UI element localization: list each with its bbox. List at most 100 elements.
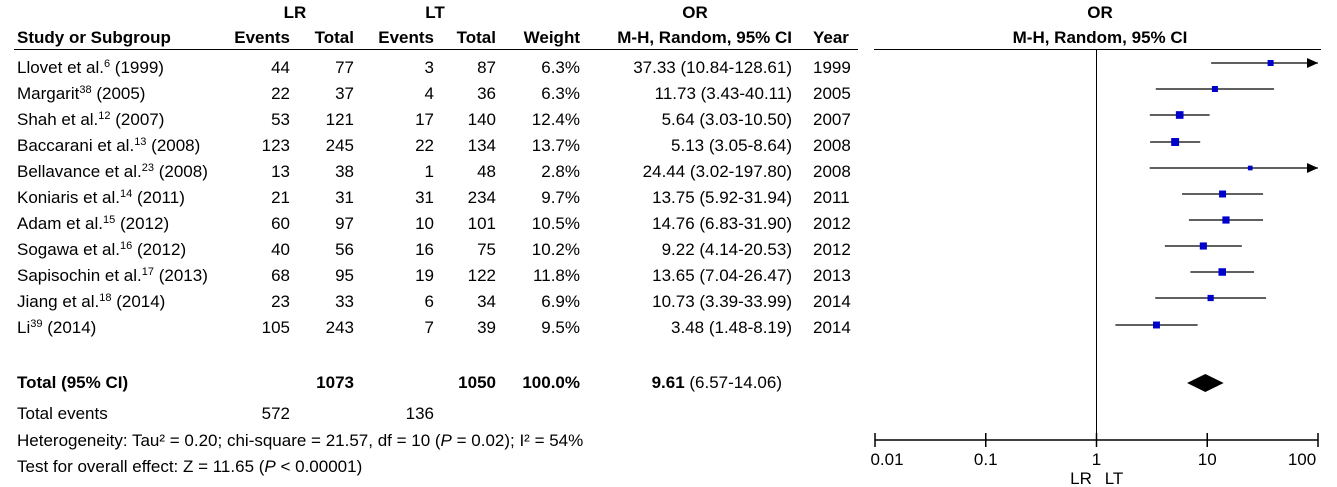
study-reference: 18 [99, 292, 112, 304]
study-name: Llovet et al.6 (1999) [17, 58, 164, 78]
cell-lt-events: 3 [424, 58, 434, 77]
cell-or-ci: 13.75 (5.92-31.94) [652, 188, 792, 207]
study-author: Shah et al. [17, 110, 99, 129]
col-header-lr-events: Events [234, 28, 290, 47]
study-reference: 14 [120, 188, 133, 200]
cell-lt-total: 34 [477, 292, 496, 311]
plot-header-method: M-H, Random, 95% CI [1012, 28, 1188, 47]
cell-lr-events: 53 [271, 110, 290, 129]
study-marker [1153, 321, 1160, 329]
study-author: Sogawa et al. [17, 240, 121, 259]
study-name: Adam et al.15 (2012) [17, 214, 169, 234]
study-name: Margarit38 (2005) [17, 84, 145, 104]
study-marker [1267, 59, 1274, 67]
study-author: Baccarani et al. [17, 136, 135, 155]
cell-weight: 10.5% [531, 214, 580, 233]
study-year-label: (2012) [115, 214, 170, 233]
study-reference: 23 [141, 162, 154, 174]
cell-lt-events: 7 [424, 318, 434, 337]
cell-lt-events: 16 [415, 240, 434, 259]
study-author: Li [17, 318, 31, 337]
cell-or-ci: 5.64 (3.03-10.50) [661, 110, 792, 129]
cell-lt-events: 19 [415, 266, 434, 285]
cell-weight: 2.8% [541, 162, 580, 181]
cell-or-ci: 24.44 (3.02-197.80) [642, 162, 792, 181]
cell-or-ci: 9.22 (4.14-20.53) [661, 240, 792, 259]
study-year-label: (2012) [132, 240, 187, 259]
cell-weight: 12.4% [531, 110, 580, 129]
cell-year: 2014 [813, 292, 851, 311]
study-year-label: (2011) [132, 188, 185, 207]
total-or-value: 9.61 [651, 373, 685, 392]
cell-lr-total: 33 [335, 292, 354, 311]
ci-overflow-arrow [1307, 58, 1318, 68]
study-name: Li39 (2014) [17, 318, 96, 338]
cell-lt-total: 75 [477, 240, 496, 259]
study-year-label: (2008) [154, 162, 208, 181]
cell-lr-events: 40 [271, 240, 290, 259]
cell-lt-total: 87 [477, 58, 496, 77]
study-author: Bellavance et al. [17, 162, 142, 181]
study-author: Jiang et al. [17, 292, 100, 311]
cell-lr-total: 245 [325, 136, 354, 155]
study-marker [1211, 85, 1218, 93]
cell-lr-events: 123 [261, 136, 290, 155]
col-header-method: M-H, Random, 95% CI [617, 28, 792, 47]
total-lt-total: 1050 [458, 373, 496, 392]
cell-lr-total: 38 [335, 162, 354, 181]
cell-lt-total: 36 [477, 84, 496, 103]
study-year-label: (2005) [91, 84, 146, 103]
cell-or-ci: 5.13 (3.05-8.64) [671, 136, 792, 155]
cell-year: 2011 [813, 188, 850, 207]
cell-lt-total: 48 [477, 162, 496, 181]
cell-weight: 9.5% [541, 318, 580, 337]
cell-year: 2012 [813, 240, 851, 259]
cell-lt-events: 6 [424, 292, 434, 311]
study-year-label: (2013) [154, 266, 208, 285]
cell-lr-total: 31 [335, 188, 354, 207]
cell-lt-events: 4 [424, 84, 434, 103]
study-reference: 16 [120, 240, 133, 252]
x-axis-tick-label: 10 [1198, 450, 1217, 469]
cell-lt-events: 1 [424, 162, 434, 181]
cell-lt-events: 10 [415, 214, 434, 233]
pooled-diamond [1187, 374, 1224, 392]
group-header-lr: LR [283, 3, 307, 22]
overall-effect-text: Test for overall effect: Z = 11.65 (P < … [17, 457, 362, 477]
ci-overflow-arrow [1307, 163, 1318, 173]
cell-or-ci: 13.65 (7.04-26.47) [652, 266, 792, 285]
cell-or-ci: 37.33 (10.84-128.61) [633, 58, 792, 77]
cell-lt-events: 17 [415, 110, 434, 129]
total-or-interval: (6.57-14.06) [684, 373, 782, 392]
cell-weight: 9.7% [541, 188, 580, 207]
cell-lr-events: 21 [271, 188, 290, 207]
col-header-lt-events: Events [378, 28, 434, 47]
study-author: Margarit [17, 84, 80, 103]
cell-lt-events: 22 [415, 136, 434, 155]
cell-or-ci: 14.76 (6.83-31.90) [652, 214, 792, 233]
heterogeneity-rest: = 0.02); I² = 54% [451, 431, 584, 450]
cell-year: 2008 [813, 136, 851, 155]
heterogeneity-text: Heterogeneity: Tau² = 0.20; chi-square =… [17, 431, 583, 451]
cell-lr-total: 97 [335, 214, 354, 233]
cell-lt-events: 31 [415, 188, 434, 207]
study-year-label: (2014) [42, 318, 97, 337]
study-author: Koniaris et al. [17, 188, 120, 207]
col-header-weight: Weight [523, 28, 580, 47]
col-header-study: Study or Subgroup [17, 28, 171, 47]
cell-or-ci: 3.48 (1.48-8.19) [671, 318, 792, 337]
cell-weight: 11.8% [533, 266, 580, 285]
plot-header-or: OR [1087, 3, 1113, 22]
cell-year: 2012 [813, 214, 851, 233]
study-year-label: (2014) [111, 292, 166, 311]
cell-lr-events: 105 [261, 318, 290, 337]
cell-lt-total: 234 [467, 188, 496, 207]
header-rule [14, 49, 858, 50]
study-name: Sogawa et al.16 (2012) [17, 240, 186, 260]
cell-year: 2013 [813, 266, 851, 285]
study-author: Sapisochin et al. [17, 266, 142, 285]
study-reference: 15 [103, 214, 116, 226]
cell-lr-total: 77 [335, 58, 354, 77]
study-marker [1247, 165, 1253, 171]
overall-p: P [264, 457, 276, 476]
